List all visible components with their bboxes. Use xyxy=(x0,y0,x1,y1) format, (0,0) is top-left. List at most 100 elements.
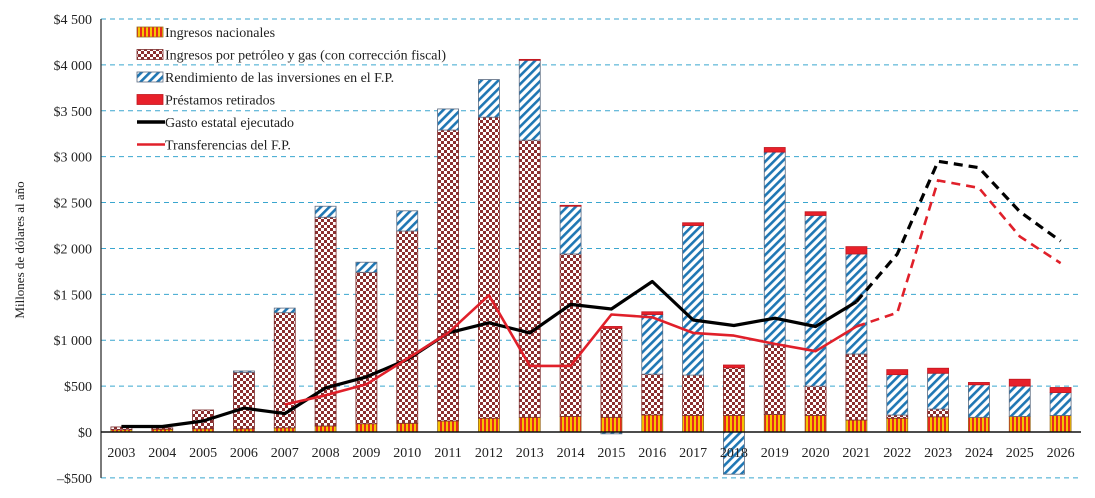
bar-rendimiento-de-las-inversiones-en-el-f-p xyxy=(314,205,337,218)
bar-ingresos-nacionales xyxy=(437,420,459,433)
bar-prestamos-retirados xyxy=(1049,387,1072,393)
legend-swatch xyxy=(136,49,164,60)
bar-prestamos-retirados xyxy=(641,311,664,315)
bar-stack-2014 xyxy=(559,204,582,433)
bar-ingresos-por-petroleo-y-gas-con-correccion-fiscal xyxy=(559,253,582,417)
bar-rendimiento-de-las-inversiones-en-el-f-p xyxy=(682,225,704,376)
bar-ingresos-nacionales xyxy=(723,415,745,433)
legend-item: Rendimiento de las inversiones en el F.P… xyxy=(136,71,394,86)
bar-stack-2018 xyxy=(723,364,745,475)
bar-rendimiento-de-las-inversiones-en-el-f-p xyxy=(641,314,664,375)
bar-ingresos-por-petroleo-y-gas-con-correccion-fiscal xyxy=(233,371,255,430)
bar-ingresos-por-petroleo-y-gas-con-correccion-fiscal xyxy=(437,129,459,422)
x-axis-ticks: 2003 2004 2005 2006 2007 2008 2009 2010 2011 2012… xyxy=(107,446,1074,461)
bar-ingresos-por-petroleo-y-gas-con-correccion-fiscal xyxy=(355,271,378,425)
bar-rendimiento-de-las-inversiones-en-el-f-p xyxy=(273,307,296,314)
bar-ingresos-nacionales xyxy=(396,422,419,433)
bar-prestamos-retirados xyxy=(559,204,582,207)
bar-ingresos-por-petroleo-y-gas-con-correccion-fiscal xyxy=(518,139,541,418)
bar-stack-2006 xyxy=(233,370,255,433)
bar-ingresos-nacionales xyxy=(600,416,623,433)
bar-prestamos-retirados xyxy=(763,147,786,153)
x-tick-label: 2020 xyxy=(802,446,830,461)
bar-ingresos-nacionales xyxy=(886,417,909,433)
legend-label: Rendimiento de las inversiones en el F.P… xyxy=(165,71,394,86)
legend-label: Préstamos retirados xyxy=(165,94,275,109)
legend-swatch xyxy=(136,94,164,105)
bar-rendimiento-de-las-inversiones-en-el-f-p xyxy=(845,253,868,355)
bar-stack-2011 xyxy=(437,108,459,433)
bar-ingresos-nacionales xyxy=(641,414,664,433)
bar-prestamos-retirados xyxy=(1008,378,1031,387)
legend-swatch xyxy=(136,71,164,83)
y-tick-label: $4 500 xyxy=(54,13,93,28)
y-tick-label: $2 000 xyxy=(54,242,93,257)
y-axis-ticks: –$500 $0 $500 $1 000 $1 500 $2 000 $2 500 $3 00… xyxy=(54,13,93,487)
bar-ingresos-nacionales xyxy=(1049,415,1072,433)
y-axis-label: Millones de dólares al año xyxy=(12,181,27,318)
bar-stack-2019 xyxy=(763,147,786,433)
bar-stack-2020 xyxy=(804,211,827,433)
x-tick-label: 2003 xyxy=(107,446,135,461)
bar-stack-2025 xyxy=(1008,378,1031,433)
y-tick-label: $2 500 xyxy=(54,197,93,212)
legend-item: Préstamos retirados xyxy=(136,94,275,109)
bar-rendimiento-de-las-inversiones-en-el-f-p xyxy=(478,79,500,118)
bar-stack-2026 xyxy=(1049,387,1072,433)
x-tick-label: 2005 xyxy=(189,446,217,461)
x-tick-label: 2004 xyxy=(148,446,176,461)
y-tick-label: $3 500 xyxy=(54,105,93,120)
legend-item: Gasto estatal ejecutado xyxy=(137,116,294,131)
line-gasto-estatal-ejecutado-projected xyxy=(855,159,1062,303)
axes xyxy=(100,19,1081,478)
bar-prestamos-retirados xyxy=(518,58,541,61)
bar-rendimiento-de-las-inversiones-en-el-f-p xyxy=(355,261,378,273)
bar-ingresos-nacionales xyxy=(478,417,500,433)
legend-label: Transferencias del F.P. xyxy=(165,139,291,154)
bar-rendimiento-de-las-inversiones-en-el-f-p xyxy=(968,384,990,418)
bar-rendimiento-de-las-inversiones-en-el-f-p xyxy=(437,108,459,131)
x-tick-label: 2015 xyxy=(597,446,625,461)
bar-ingresos-nacionales xyxy=(804,415,827,433)
bar-ingresos-nacionales xyxy=(518,416,541,433)
bar-ingresos-por-petroleo-y-gas-con-correccion-fiscal xyxy=(845,353,868,421)
bar-ingresos-nacionales xyxy=(1008,415,1031,433)
bar-prestamos-retirados xyxy=(804,211,827,216)
bar-ingresos-nacionales xyxy=(682,415,704,433)
x-tick-label: 2011 xyxy=(434,446,461,461)
y-tick-label: $500 xyxy=(64,380,92,395)
x-tick-label: 2018 xyxy=(720,446,748,461)
bar-rendimiento-de-las-inversiones-en-el-f-p xyxy=(927,372,949,410)
bar-stack-2023 xyxy=(927,367,949,433)
x-tick-label: 2010 xyxy=(393,446,421,461)
bar-stack-2013 xyxy=(518,58,541,433)
x-tick-label: 2014 xyxy=(557,446,585,461)
lines xyxy=(121,159,1062,429)
x-tick-label: 2016 xyxy=(638,446,666,461)
bar-prestamos-retirados xyxy=(723,364,745,369)
gridlines xyxy=(101,18,1081,479)
bar-stack-2017 xyxy=(682,222,704,433)
bar-prestamos-retirados xyxy=(927,367,949,374)
bar-rendimiento-de-las-inversiones-en-el-f-p xyxy=(886,374,909,416)
y-tick-label: $0 xyxy=(78,426,92,441)
x-tick-label: 2013 xyxy=(516,446,544,461)
bar-ingresos-por-petroleo-y-gas-con-correccion-fiscal xyxy=(682,374,704,416)
bar-ingresos-por-petroleo-y-gas-con-correccion-fiscal xyxy=(396,230,419,424)
line-transferencias-del-f-p-projected xyxy=(855,179,1062,328)
bar-rendimiento-de-las-inversiones-en-el-f-p xyxy=(804,215,827,387)
bar-ingresos-nacionales xyxy=(968,416,990,433)
x-tick-label: 2021 xyxy=(842,446,870,461)
bar-stack-2022 xyxy=(886,369,909,433)
bar-rendimiento-de-las-inversiones-en-el-f-p xyxy=(559,205,582,255)
y-tick-label: $4 000 xyxy=(54,59,93,74)
bar-ingresos-por-petroleo-y-gas-con-correccion-fiscal xyxy=(927,408,949,418)
legend-label: Gasto estatal ejecutado xyxy=(165,116,294,131)
bar-rendimiento-de-las-inversiones-en-el-f-p xyxy=(518,59,541,141)
x-tick-label: 2023 xyxy=(924,446,952,461)
bar-ingresos-por-petroleo-y-gas-con-correccion-fiscal xyxy=(804,385,827,416)
legend-item: Ingresos nacionales xyxy=(136,26,275,41)
x-tick-label: 2019 xyxy=(761,446,789,461)
y-tick-label: $1 000 xyxy=(54,334,93,349)
legend-label: Ingresos nacionales xyxy=(165,26,275,41)
